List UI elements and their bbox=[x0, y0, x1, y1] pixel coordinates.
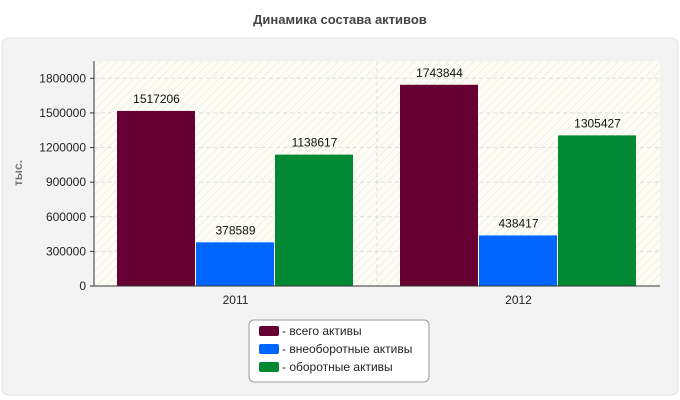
y-tick-label: 1500000 bbox=[39, 106, 86, 120]
bar bbox=[400, 84, 478, 286]
data-labels: 1517206 378589 1138617 1743844 438417 1305427 bbox=[133, 66, 621, 238]
y-tick-label: 600000 bbox=[46, 210, 86, 224]
legend-box bbox=[248, 319, 430, 383]
legend-label: - оборотные активы bbox=[282, 360, 393, 374]
legend-label: - внеоборотные активы bbox=[282, 342, 412, 356]
bar bbox=[275, 154, 353, 286]
chart-title: Динамика состава активов bbox=[253, 12, 427, 27]
bar bbox=[196, 242, 274, 286]
axes bbox=[93, 61, 660, 287]
legend-items: - всего активы - внеоборотные активы - обо… bbox=[259, 324, 412, 374]
data-label: 438417 bbox=[498, 216, 538, 230]
data-label: 378589 bbox=[215, 223, 255, 237]
x-tick-labels: 2011 2012 bbox=[223, 293, 533, 307]
x-tick-label: 2011 bbox=[223, 293, 249, 307]
legend-swatch bbox=[259, 362, 279, 372]
bar bbox=[558, 135, 636, 286]
y-axis-label: тыс. bbox=[11, 160, 25, 186]
y-tick-label: 0 bbox=[79, 279, 86, 293]
legend-label: - всего активы bbox=[282, 324, 362, 338]
bar bbox=[479, 235, 557, 286]
data-label: 1305427 bbox=[574, 116, 621, 130]
x-tick-label: 2012 bbox=[505, 293, 532, 307]
y-tick-label: 1200000 bbox=[39, 141, 86, 155]
y-tick-label: 300000 bbox=[46, 244, 86, 258]
y-tick-labels: 0 300000 600000 900000 1200000 1500000 1800000 bbox=[39, 71, 94, 293]
y-tick-label: 900000 bbox=[46, 175, 86, 189]
y-tick-label: 1800000 bbox=[39, 71, 86, 85]
legend-swatch bbox=[259, 326, 279, 336]
bars bbox=[117, 84, 636, 286]
data-label: 1517206 bbox=[133, 92, 180, 106]
bar bbox=[117, 110, 195, 286]
data-label: 1138617 bbox=[292, 136, 338, 150]
legend: - всего активы - внеоборотные активы - обо… bbox=[248, 319, 430, 383]
data-label: 1743844 bbox=[416, 66, 463, 80]
legend-swatch bbox=[259, 344, 279, 354]
